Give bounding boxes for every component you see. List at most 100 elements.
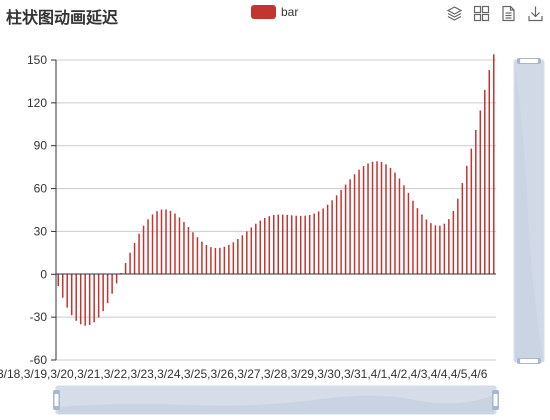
bar[interactable]	[452, 211, 455, 275]
bar[interactable]	[268, 216, 271, 275]
bar[interactable]	[317, 211, 320, 275]
bar[interactable]	[264, 218, 266, 275]
bar[interactable]	[448, 219, 450, 275]
bar[interactable]	[93, 274, 95, 323]
bar[interactable]	[394, 172, 396, 275]
bar[interactable]	[223, 246, 226, 275]
bar[interactable]	[385, 164, 387, 275]
bar[interactable]	[416, 208, 419, 275]
bar[interactable]	[349, 179, 351, 275]
bar[interactable]	[124, 263, 127, 275]
bar[interactable]	[178, 217, 181, 275]
y-datazoom-slider[interactable]	[513, 58, 545, 364]
bar[interactable]	[322, 208, 324, 275]
bar[interactable]	[111, 274, 113, 294]
bar[interactable]	[232, 242, 235, 275]
bar[interactable]	[308, 215, 311, 275]
bar[interactable]	[376, 161, 378, 275]
grid-icon[interactable]	[473, 5, 490, 22]
bar[interactable]	[138, 233, 140, 275]
bar[interactable]	[430, 223, 432, 275]
bar[interactable]	[421, 214, 423, 275]
bar[interactable]	[461, 183, 464, 275]
bar[interactable]	[470, 148, 473, 275]
bar[interactable]	[488, 70, 491, 275]
bar[interactable]	[160, 209, 163, 275]
bar[interactable]	[174, 213, 176, 275]
bar[interactable]	[255, 223, 257, 275]
x-datazoom-slider[interactable]	[53, 385, 499, 415]
x-datazoom-handle-left[interactable]	[53, 390, 60, 410]
bar[interactable]	[362, 166, 365, 275]
bar[interactable]	[84, 274, 86, 326]
download-icon[interactable]	[527, 5, 544, 22]
bar[interactable]	[129, 252, 131, 275]
bar[interactable]	[443, 223, 446, 275]
bar[interactable]	[66, 274, 68, 308]
stack-icon[interactable]	[446, 5, 463, 22]
bar[interactable]	[371, 161, 374, 275]
bar[interactable]	[57, 274, 59, 286]
bar[interactable]	[102, 274, 104, 312]
bar[interactable]	[241, 235, 244, 275]
y-datazoom-handle-top[interactable]	[517, 58, 541, 64]
bar[interactable]	[403, 185, 405, 275]
y-datazoom-handle-bottom[interactable]	[517, 358, 541, 364]
bar[interactable]	[246, 231, 248, 275]
bar[interactable]	[201, 241, 203, 275]
bar[interactable]	[475, 130, 477, 275]
bar[interactable]	[412, 200, 414, 275]
bar[interactable]	[259, 220, 262, 275]
bar[interactable]	[228, 244, 230, 275]
bar[interactable]	[299, 215, 302, 275]
bar[interactable]	[165, 209, 167, 275]
bar[interactable]	[70, 274, 73, 316]
data-view-icon[interactable]	[500, 5, 517, 22]
bar[interactable]	[313, 213, 315, 275]
bar[interactable]	[88, 274, 91, 325]
bar[interactable]	[79, 274, 82, 325]
bar[interactable]	[290, 215, 293, 275]
bar[interactable]	[439, 225, 441, 275]
bar[interactable]	[237, 239, 239, 275]
x-datazoom-handle-right[interactable]	[492, 390, 499, 410]
bar[interactable]	[367, 163, 369, 275]
bar[interactable]	[156, 211, 158, 275]
bar[interactable]	[192, 232, 194, 275]
bar[interactable]	[169, 210, 172, 275]
bar[interactable]	[106, 274, 109, 304]
bar[interactable]	[353, 174, 356, 275]
bar[interactable]	[142, 225, 145, 275]
bar[interactable]	[380, 162, 383, 275]
bar[interactable]	[219, 247, 221, 275]
bar[interactable]	[286, 214, 288, 275]
bar[interactable]	[250, 227, 253, 275]
bar[interactable]	[277, 214, 279, 275]
bar[interactable]	[358, 169, 360, 275]
bar[interactable]	[457, 198, 459, 275]
bar[interactable]	[484, 89, 486, 275]
bar[interactable]	[326, 204, 329, 275]
bar[interactable]	[295, 215, 297, 275]
bar[interactable]	[205, 245, 208, 275]
bar[interactable]	[75, 274, 77, 321]
bar[interactable]	[389, 167, 392, 275]
bar[interactable]	[196, 237, 199, 275]
bar[interactable]	[479, 110, 482, 275]
bar[interactable]	[133, 242, 136, 275]
legend-item-bar[interactable]: bar	[251, 4, 298, 20]
bar[interactable]	[97, 274, 100, 318]
bar[interactable]	[281, 214, 284, 275]
bar[interactable]	[214, 248, 217, 275]
bar[interactable]	[304, 215, 306, 275]
bar[interactable]	[335, 195, 338, 275]
bar[interactable]	[273, 215, 275, 275]
bar[interactable]	[340, 190, 342, 275]
bar[interactable]	[187, 227, 190, 275]
bar[interactable]	[331, 200, 333, 275]
bar[interactable]	[210, 247, 212, 275]
bar[interactable]	[115, 274, 118, 284]
bar[interactable]	[493, 54, 495, 275]
bar[interactable]	[61, 274, 64, 298]
bar[interactable]	[344, 184, 347, 275]
